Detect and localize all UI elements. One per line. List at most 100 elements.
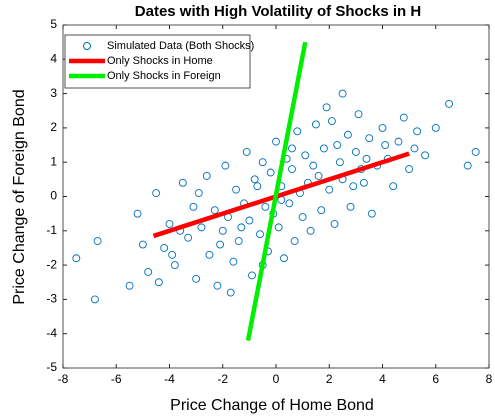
scatter-point	[242, 147, 251, 156]
scatter-point	[256, 230, 264, 239]
scatter-point	[359, 178, 368, 187]
x-axis-label: Price Change of Home Bond	[170, 397, 374, 414]
scatter-point	[290, 237, 299, 246]
scatter-point	[213, 281, 222, 290]
scatter-point	[346, 202, 355, 211]
scatter-point	[325, 185, 334, 194]
scatter-point	[338, 89, 347, 98]
scatter-point	[272, 137, 280, 146]
scatter-point	[306, 226, 315, 235]
scatter-point	[362, 154, 371, 163]
scatter-point	[317, 206, 326, 215]
scatter-point	[330, 219, 339, 228]
scatter-point	[293, 127, 302, 136]
scatter-point	[463, 161, 472, 170]
scatter-point	[154, 278, 163, 287]
scatter-point	[410, 144, 419, 153]
y-tick-label: 4	[50, 51, 57, 65]
scatter-point	[258, 158, 267, 167]
y-tick-label: 2	[50, 120, 57, 134]
scatter-point	[354, 110, 363, 119]
scatter-point	[285, 199, 294, 208]
x-tick-label: 2	[326, 372, 333, 386]
scatter-point	[288, 144, 296, 153]
scatter-point	[333, 141, 342, 150]
scatter-point	[93, 237, 102, 246]
y-tick-label: -5	[46, 360, 57, 374]
scatter-point	[445, 99, 454, 108]
scatter-point	[170, 261, 179, 270]
scatter-point	[365, 134, 374, 143]
scatter-point	[202, 171, 211, 180]
y-tick-label: -3	[46, 292, 57, 306]
scatter-point	[309, 161, 318, 170]
scatter-point	[413, 127, 422, 136]
line-series	[152, 151, 410, 239]
y-tick-label: 0	[50, 189, 57, 203]
scatter-point	[261, 202, 270, 211]
scatter-point	[327, 117, 336, 125]
scatter-point	[237, 223, 246, 232]
scatter-point	[234, 237, 243, 246]
scatter-point	[322, 103, 331, 112]
scatter-point	[221, 161, 230, 170]
scatter-point	[367, 209, 376, 218]
scatter-point	[349, 182, 358, 191]
scatter-point	[125, 281, 134, 290]
x-tick-label: -4	[164, 372, 175, 386]
scatter-point	[351, 147, 360, 156]
scatter-point	[210, 206, 219, 215]
scatter-point	[232, 185, 241, 194]
scatter-point	[399, 113, 408, 122]
x-tick-label: -2	[217, 372, 228, 386]
scatter-point	[266, 168, 275, 177]
scatter-point	[431, 123, 440, 132]
scatter-point	[389, 182, 398, 191]
scatter-point	[90, 295, 99, 304]
scatter-point	[248, 271, 256, 280]
scatter-point	[335, 158, 344, 167]
y-tick-label: -2	[46, 257, 57, 271]
scatter-point	[138, 240, 147, 249]
y-tick-label: 5	[50, 17, 57, 31]
y-axis-label: Price Change of Foreign Bond	[11, 89, 28, 304]
scatter-point	[301, 151, 310, 160]
scatter-point	[194, 189, 203, 198]
scatter-point	[192, 274, 201, 283]
scatter-point	[250, 175, 259, 184]
line-series	[245, 41, 308, 341]
scatter-point	[168, 250, 177, 259]
scatter-point	[144, 268, 153, 276]
scatter-point	[245, 216, 254, 225]
legend-marker	[83, 42, 91, 50]
scatter-point	[274, 223, 283, 232]
scatter-point	[189, 202, 198, 211]
y-tick-label: 1	[50, 154, 57, 168]
legend-label: Only Shocks in Home	[107, 55, 213, 67]
scatter-point	[178, 178, 187, 187]
scatter-point	[253, 182, 262, 191]
legend-label: Simulated Data (Both Shocks)	[107, 40, 254, 52]
scatter-point	[160, 243, 169, 252]
y-tick-label: -1	[46, 223, 57, 237]
scatter-point	[288, 165, 296, 174]
scatter-point	[218, 226, 227, 235]
scatter-point	[405, 165, 414, 174]
scatter-point	[216, 240, 225, 249]
scatter-point	[280, 254, 288, 263]
scatter-point	[381, 141, 390, 150]
scatter-point	[421, 151, 430, 160]
scatter-point	[197, 223, 206, 232]
scatter-point	[184, 233, 193, 242]
x-tick-label: 6	[432, 372, 439, 386]
axes-box	[62, 24, 490, 369]
x-tick-label: 8	[486, 372, 493, 386]
scatter-point	[133, 209, 142, 218]
y-tick-label: 3	[50, 86, 57, 100]
legend-label: Only Shocks in Foreign	[107, 70, 221, 82]
scatter-point	[226, 288, 235, 297]
chart-title: Dates with High Volatility of Shocks in …	[135, 3, 421, 20]
y-tick-label: -4	[46, 326, 57, 340]
scatter-point	[378, 123, 387, 132]
x-tick-label: 0	[273, 372, 280, 386]
